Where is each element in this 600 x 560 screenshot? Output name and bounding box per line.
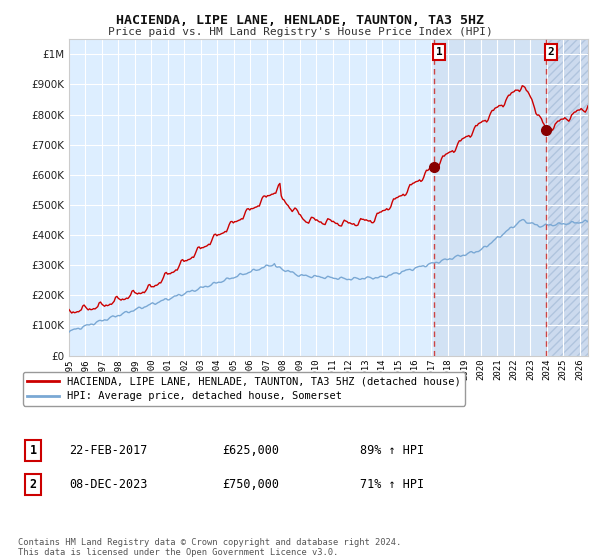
Text: Contains HM Land Registry data © Crown copyright and database right 2024.
This d: Contains HM Land Registry data © Crown c… bbox=[18, 538, 401, 557]
Text: 08-DEC-2023: 08-DEC-2023 bbox=[69, 478, 148, 491]
Bar bbox=[545, 39, 588, 356]
Text: 89% ↑ HPI: 89% ↑ HPI bbox=[360, 444, 424, 458]
Text: 2: 2 bbox=[548, 47, 554, 57]
Text: 1: 1 bbox=[29, 444, 37, 458]
Bar bbox=[434, 39, 545, 356]
Legend: HACIENDA, LIPE LANE, HENLADE, TAUNTON, TA3 5HZ (detached house), HPI: Average pr: HACIENDA, LIPE LANE, HENLADE, TAUNTON, T… bbox=[23, 372, 465, 405]
Text: 1: 1 bbox=[436, 47, 443, 57]
Text: 22-FEB-2017: 22-FEB-2017 bbox=[69, 444, 148, 458]
Text: £625,000: £625,000 bbox=[222, 444, 279, 458]
Text: £750,000: £750,000 bbox=[222, 478, 279, 491]
Text: 71% ↑ HPI: 71% ↑ HPI bbox=[360, 478, 424, 491]
Text: Price paid vs. HM Land Registry's House Price Index (HPI): Price paid vs. HM Land Registry's House … bbox=[107, 27, 493, 37]
Text: HACIENDA, LIPE LANE, HENLADE, TAUNTON, TA3 5HZ: HACIENDA, LIPE LANE, HENLADE, TAUNTON, T… bbox=[116, 14, 484, 27]
Text: 2: 2 bbox=[29, 478, 37, 491]
